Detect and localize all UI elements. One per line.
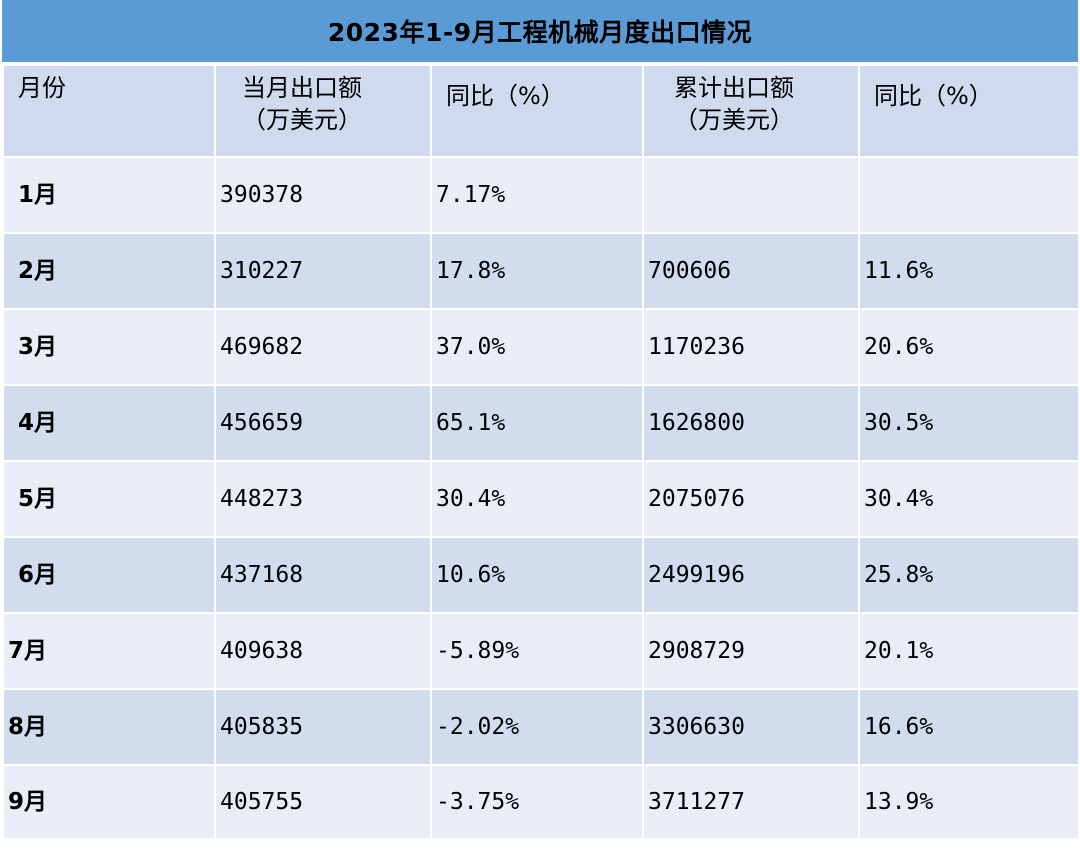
cell-monthly-export: 310227 (214, 232, 432, 310)
cell-cumulative-yoy: 25.8% (858, 536, 1080, 614)
cell-month: 9月 (2, 764, 216, 840)
cell-monthly-yoy: 30.4% (430, 460, 644, 538)
table-row: 7月 409638 -5.89% 2908729 20.1% (2, 612, 1080, 690)
cell-cumulative-yoy: 30.5% (858, 384, 1080, 462)
table-row: 9月 405755 -3.75% 3711277 13.9% (2, 764, 1080, 840)
cell-cumulative-export: 1170236 (642, 308, 860, 386)
cell-cumulative-export: 2499196 (642, 536, 860, 614)
table-row: 1月 390378 7.17% (2, 156, 1080, 234)
cell-monthly-export: 390378 (214, 156, 432, 234)
cell-monthly-yoy: -2.02% (430, 688, 644, 766)
header-cumulative-yoy: 同比（%） (858, 64, 1080, 158)
cell-month: 6月 (2, 536, 216, 614)
cell-monthly-yoy: 7.17% (430, 156, 644, 234)
table-row: 3月 469682 37.0% 1170236 20.6% (2, 308, 1080, 386)
header-month: 月份 (2, 64, 216, 158)
cell-cumulative-yoy (858, 156, 1080, 234)
cell-month: 7月 (2, 612, 216, 690)
cell-cumulative-export: 2908729 (642, 612, 860, 690)
cell-cumulative-export: 1626800 (642, 384, 860, 462)
cell-cumulative-yoy: 20.1% (858, 612, 1080, 690)
cell-month: 2月 (2, 232, 216, 310)
table-row: 2月 310227 17.8% 700606 11.6% (2, 232, 1080, 310)
cell-monthly-export: 456659 (214, 384, 432, 462)
table-row: 4月 456659 65.1% 1626800 30.5% (2, 384, 1080, 462)
cell-month: 5月 (2, 460, 216, 538)
cell-monthly-yoy: 10.6% (430, 536, 644, 614)
header-monthly-yoy-label: 同比（%） (446, 82, 565, 110)
header-monthly-export-label: 当月出口额 (242, 74, 362, 102)
cell-cumulative-export: 3711277 (642, 764, 860, 840)
cell-cumulative-export: 2075076 (642, 460, 860, 538)
cell-month: 1月 (2, 156, 216, 234)
table-row: 6月 437168 10.6% 2499196 25.8% (2, 536, 1080, 614)
cell-cumulative-export: 3306630 (642, 688, 860, 766)
table-row: 5月 448273 30.4% 2075076 30.4% (2, 460, 1080, 538)
cell-cumulative-yoy: 30.4% (858, 460, 1080, 538)
cell-cumulative-yoy: 20.6% (858, 308, 1080, 386)
cell-monthly-yoy: 65.1% (430, 384, 644, 462)
cell-monthly-yoy: 37.0% (430, 308, 644, 386)
table-title: 2023年1-9月工程机械月度出口情况 (2, 0, 1078, 64)
cell-monthly-export: 437168 (214, 536, 432, 614)
header-cumulative-export-label: 累计出口额 (674, 74, 794, 102)
cell-monthly-export: 405835 (214, 688, 432, 766)
header-cumulative-export-unit: （万美元） (674, 106, 794, 134)
header-monthly-export: 当月出口额 （万美元） (214, 64, 432, 158)
cell-monthly-export: 409638 (214, 612, 432, 690)
cell-cumulative-yoy: 13.9% (858, 764, 1080, 840)
header-row: 月份 当月出口额 （万美元） 同比（%） 累计出口额 （万美元） 同比（%） (2, 64, 1080, 158)
cell-month: 3月 (2, 308, 216, 386)
cell-monthly-export: 448273 (214, 460, 432, 538)
cell-monthly-export: 405755 (214, 764, 432, 840)
cell-monthly-yoy: 17.8% (430, 232, 644, 310)
cell-monthly-yoy: -3.75% (430, 764, 644, 840)
cell-cumulative-export: 700606 (642, 232, 860, 310)
header-cumulative-yoy-label: 同比（%） (874, 82, 993, 110)
table-row: 8月 405835 -2.02% 3306630 16.6% (2, 688, 1080, 766)
header-monthly-yoy: 同比（%） (430, 64, 644, 158)
cell-month: 8月 (2, 688, 216, 766)
cell-cumulative-export (642, 156, 860, 234)
cell-monthly-export: 469682 (214, 308, 432, 386)
export-table: 月份 当月出口额 （万美元） 同比（%） 累计出口额 （万美元） 同比（%） (2, 64, 1080, 840)
header-monthly-export-unit: （万美元） (242, 106, 362, 134)
cell-month: 4月 (2, 384, 216, 462)
cell-cumulative-yoy: 11.6% (858, 232, 1080, 310)
cell-cumulative-yoy: 16.6% (858, 688, 1080, 766)
header-month-label: 月份 (18, 74, 66, 102)
cell-monthly-yoy: -5.89% (430, 612, 644, 690)
header-cumulative-export: 累计出口额 （万美元） (642, 64, 860, 158)
